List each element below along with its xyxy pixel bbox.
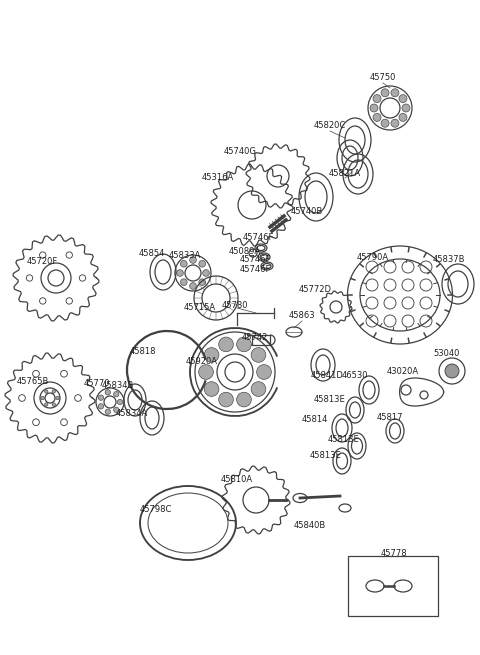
- Text: 45790A: 45790A: [357, 253, 389, 263]
- Text: 45746F: 45746F: [242, 233, 274, 242]
- Circle shape: [381, 119, 389, 127]
- Text: 45770: 45770: [84, 379, 110, 388]
- Circle shape: [219, 337, 233, 352]
- Text: 45821A: 45821A: [329, 168, 361, 178]
- Text: 45837B: 45837B: [433, 255, 465, 265]
- Circle shape: [381, 89, 389, 97]
- Text: 45742: 45742: [242, 333, 268, 343]
- Text: 45746F: 45746F: [240, 255, 271, 265]
- Circle shape: [219, 392, 233, 407]
- Text: 53040: 53040: [434, 350, 460, 358]
- Text: 45820C: 45820C: [314, 121, 346, 130]
- Circle shape: [180, 279, 187, 286]
- Text: 45817: 45817: [377, 413, 403, 422]
- Circle shape: [45, 403, 48, 406]
- Text: 45813E: 45813E: [314, 396, 346, 405]
- Circle shape: [180, 261, 187, 267]
- Circle shape: [98, 395, 104, 400]
- Circle shape: [373, 94, 381, 103]
- Text: 45778: 45778: [381, 548, 408, 557]
- Text: 45720F: 45720F: [26, 257, 58, 265]
- Circle shape: [190, 283, 196, 290]
- Text: 45316A: 45316A: [202, 174, 234, 183]
- Circle shape: [391, 89, 399, 97]
- Circle shape: [41, 396, 44, 400]
- Text: 45746F: 45746F: [240, 265, 271, 274]
- Circle shape: [251, 382, 266, 396]
- Circle shape: [190, 257, 196, 263]
- Text: 45810A: 45810A: [221, 474, 253, 483]
- Text: 45740B: 45740B: [291, 208, 323, 217]
- Circle shape: [56, 396, 59, 400]
- Circle shape: [237, 337, 252, 352]
- Circle shape: [402, 104, 410, 112]
- Bar: [252, 335, 270, 345]
- Text: 45841D: 45841D: [311, 371, 343, 379]
- Circle shape: [45, 390, 48, 393]
- Circle shape: [373, 113, 381, 121]
- Text: 45813E: 45813E: [327, 436, 359, 445]
- Text: 45765B: 45765B: [17, 377, 49, 386]
- Text: 45854: 45854: [139, 250, 165, 259]
- Text: 45814: 45814: [302, 415, 328, 424]
- Circle shape: [399, 113, 407, 121]
- Text: 45840B: 45840B: [294, 521, 326, 529]
- Text: 45798C: 45798C: [140, 504, 172, 514]
- Circle shape: [105, 390, 110, 395]
- Text: 45813E: 45813E: [310, 451, 342, 460]
- Text: 45834B: 45834B: [102, 381, 134, 390]
- Text: 45920A: 45920A: [186, 358, 218, 367]
- Circle shape: [391, 119, 399, 127]
- Circle shape: [114, 407, 119, 413]
- Circle shape: [257, 365, 271, 379]
- Circle shape: [204, 348, 219, 362]
- Circle shape: [203, 270, 209, 276]
- Circle shape: [98, 403, 104, 409]
- Circle shape: [199, 365, 213, 379]
- Text: 45089A: 45089A: [229, 248, 261, 257]
- Circle shape: [445, 364, 459, 378]
- Circle shape: [204, 382, 219, 396]
- Text: 45715A: 45715A: [184, 303, 216, 312]
- Circle shape: [105, 409, 110, 415]
- Circle shape: [52, 390, 55, 393]
- Text: 45740G: 45740G: [224, 147, 256, 157]
- Circle shape: [237, 392, 252, 407]
- Text: 45863: 45863: [288, 312, 315, 320]
- Text: 45780: 45780: [222, 301, 248, 310]
- Text: 46530: 46530: [342, 371, 368, 379]
- Circle shape: [399, 94, 407, 103]
- Text: 45750: 45750: [370, 73, 396, 83]
- Circle shape: [370, 104, 378, 112]
- Circle shape: [199, 261, 205, 267]
- Circle shape: [251, 348, 266, 362]
- Circle shape: [52, 403, 55, 406]
- Circle shape: [117, 400, 123, 405]
- Bar: [348, 556, 438, 616]
- Text: 45818: 45818: [130, 348, 156, 356]
- Text: 45772D: 45772D: [299, 286, 332, 295]
- Text: 45834A: 45834A: [116, 409, 148, 417]
- Text: 45833A: 45833A: [169, 252, 201, 261]
- Circle shape: [177, 270, 183, 276]
- Circle shape: [199, 279, 205, 286]
- Circle shape: [114, 392, 119, 397]
- Text: 43020A: 43020A: [387, 367, 419, 377]
